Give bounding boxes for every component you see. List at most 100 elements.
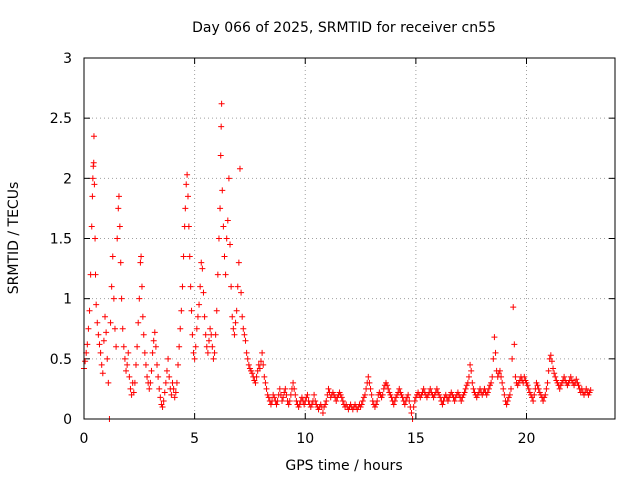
data-point bbox=[245, 361, 252, 368]
data-point bbox=[137, 259, 144, 266]
data-point bbox=[90, 133, 97, 140]
data-point bbox=[567, 373, 574, 380]
data-point bbox=[84, 341, 91, 348]
data-point bbox=[113, 343, 120, 350]
data-point bbox=[92, 235, 99, 242]
data-point bbox=[573, 376, 580, 383]
data-point bbox=[130, 389, 137, 396]
data-point bbox=[243, 349, 250, 356]
data-point bbox=[379, 391, 386, 398]
data-point bbox=[214, 271, 221, 278]
data-point bbox=[338, 394, 345, 401]
data-point bbox=[172, 389, 179, 396]
y-tick-label: 1 bbox=[63, 292, 72, 308]
data-point bbox=[117, 259, 124, 266]
data-point bbox=[99, 370, 106, 377]
data-point bbox=[223, 235, 230, 242]
plot-frame bbox=[83, 57, 616, 420]
data-point bbox=[212, 331, 219, 338]
data-point bbox=[85, 325, 92, 332]
data-point bbox=[93, 301, 100, 308]
data-point bbox=[135, 319, 142, 326]
data-point bbox=[131, 379, 138, 386]
data-point bbox=[548, 358, 555, 365]
data-point bbox=[280, 394, 287, 401]
data-point bbox=[235, 259, 242, 266]
data-point bbox=[444, 397, 451, 404]
data-point bbox=[82, 358, 89, 365]
data-point bbox=[209, 343, 216, 350]
data-point bbox=[202, 331, 209, 338]
data-point bbox=[140, 331, 147, 338]
data-point bbox=[196, 301, 203, 308]
data-point bbox=[510, 304, 517, 311]
data-point bbox=[467, 361, 474, 368]
data-point bbox=[162, 379, 169, 386]
data-point bbox=[203, 343, 210, 350]
data-point bbox=[561, 373, 568, 380]
x-tick-label: 5 bbox=[190, 431, 199, 447]
data-point bbox=[258, 358, 264, 365]
data-point bbox=[90, 159, 97, 166]
y-tick-label: 0 bbox=[63, 412, 72, 428]
data-point bbox=[508, 385, 515, 392]
data-point bbox=[186, 253, 193, 260]
data-point bbox=[180, 253, 187, 260]
data-points bbox=[81, 100, 594, 422]
data-point bbox=[230, 325, 237, 332]
data-point bbox=[367, 385, 374, 392]
x-tick-label: 0 bbox=[80, 431, 89, 447]
data-point bbox=[219, 187, 226, 194]
data-point bbox=[110, 295, 117, 302]
data-point bbox=[185, 223, 192, 230]
data-point bbox=[368, 391, 375, 398]
data-point bbox=[252, 379, 259, 386]
data-point bbox=[501, 391, 508, 398]
data-point bbox=[511, 341, 518, 348]
chart-title: Day 066 of 2025, SRMTID for receiver cn5… bbox=[192, 20, 496, 36]
data-point bbox=[271, 394, 278, 401]
data-point bbox=[465, 373, 472, 380]
data-point bbox=[134, 343, 141, 350]
data-point bbox=[420, 385, 427, 392]
y-axis-label: SRMTID / TECUs bbox=[6, 182, 22, 295]
data-point bbox=[238, 289, 245, 296]
data-point bbox=[115, 193, 122, 200]
data-point bbox=[125, 349, 132, 356]
data-point bbox=[322, 401, 329, 408]
data-point bbox=[188, 307, 195, 314]
data-point bbox=[234, 283, 241, 290]
x-tick-label: 15 bbox=[407, 431, 425, 447]
data-point bbox=[484, 389, 491, 396]
data-point bbox=[111, 325, 118, 332]
data-point bbox=[159, 403, 166, 410]
data-point bbox=[359, 397, 366, 404]
y-tick-label: 1.5 bbox=[50, 232, 72, 248]
data-point bbox=[575, 382, 582, 389]
data-point bbox=[242, 337, 249, 344]
data-point bbox=[556, 385, 563, 392]
x-tick-labels: 0 5 10 15 20 bbox=[80, 431, 536, 447]
data-point bbox=[506, 391, 513, 398]
data-point bbox=[88, 223, 95, 230]
data-point bbox=[213, 307, 220, 314]
data-point bbox=[405, 391, 412, 398]
data-point bbox=[157, 394, 164, 401]
data-point bbox=[190, 349, 197, 356]
data-point bbox=[175, 361, 182, 368]
data-point bbox=[166, 373, 173, 380]
data-point bbox=[232, 319, 239, 326]
data-point bbox=[534, 382, 541, 389]
data-point bbox=[92, 271, 99, 278]
data-point bbox=[163, 367, 170, 374]
data-point bbox=[496, 367, 503, 374]
data-point bbox=[512, 373, 519, 380]
data-point bbox=[124, 361, 131, 368]
data-point bbox=[311, 391, 318, 398]
data-point bbox=[545, 367, 552, 374]
data-point bbox=[385, 385, 392, 392]
data-point bbox=[146, 385, 153, 392]
data-point bbox=[292, 391, 299, 398]
data-point bbox=[301, 401, 308, 408]
data-point bbox=[194, 313, 201, 320]
